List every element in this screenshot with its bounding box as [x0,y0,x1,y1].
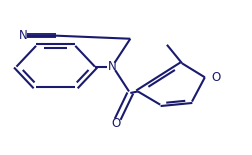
Text: N: N [18,29,27,42]
Text: O: O [111,117,120,130]
Text: O: O [210,71,219,84]
Text: N: N [108,60,116,73]
